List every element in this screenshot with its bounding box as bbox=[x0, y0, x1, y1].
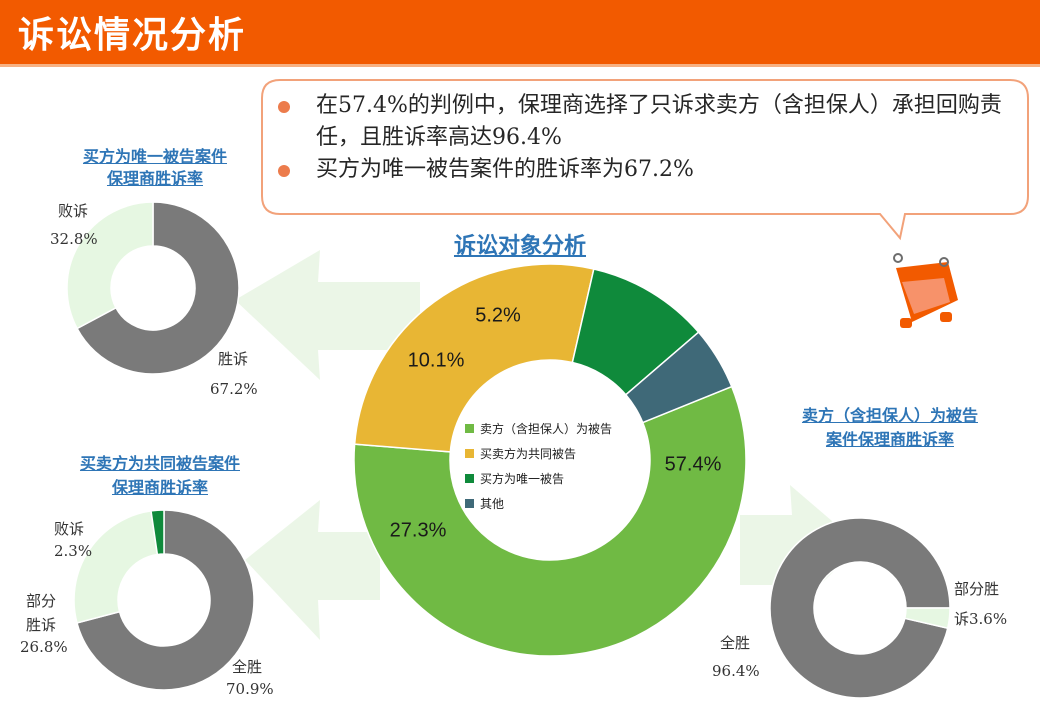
legend-swatch bbox=[465, 499, 474, 508]
callout-bullet: 买方为唯一被告案件的胜诉率为67.2% bbox=[272, 154, 1012, 186]
buyer-chart-title-line: 保理商胜诉率 bbox=[106, 169, 203, 188]
joint-slice-0 bbox=[76, 509, 255, 691]
buyer-chart-title: 买方为唯一被告案件 保理商胜诉率 bbox=[40, 146, 270, 190]
legend-label: 其他 bbox=[480, 497, 505, 511]
header-divider bbox=[0, 64, 1040, 67]
legend-item: 买方为唯一被告 bbox=[465, 466, 612, 491]
callout-bullet-text: 买方为唯一被告案件的胜诉率为67.2% bbox=[316, 157, 694, 182]
joint-label-lose: 败诉 bbox=[54, 520, 85, 538]
joint-chart-title-line: 保理商胜诉率 bbox=[111, 478, 208, 497]
seller-label-win: 全胜 bbox=[720, 634, 751, 652]
joint-value-partial: 26.8% bbox=[20, 638, 68, 656]
seller-chart-title-line: 案件保理商胜诉率 bbox=[825, 430, 954, 449]
legend-item: 卖方（含担保人）为被告 bbox=[465, 416, 612, 441]
main-data-label-joint: 27.3% bbox=[389, 519, 447, 542]
joint-value-win: 70.9% bbox=[226, 680, 274, 698]
main-slice-0 bbox=[353, 385, 747, 657]
joint-label-win: 全胜 bbox=[232, 658, 263, 676]
page-title: 诉讼情况分析 bbox=[18, 14, 247, 56]
seller-label-partial-2: 诉3.6% bbox=[954, 610, 1008, 628]
legend-swatch bbox=[465, 474, 474, 483]
joint-label-partial-1: 部分 bbox=[26, 592, 57, 610]
main-slice-3 bbox=[624, 331, 733, 424]
joint-value-lose: 2.3% bbox=[54, 542, 93, 560]
legend-label: 买方为唯一被告 bbox=[480, 472, 565, 486]
main-slice-1 bbox=[353, 263, 595, 453]
shopping-cart-mascot-icon bbox=[893, 253, 958, 328]
legend-item: 买卖方为共同被告 bbox=[465, 441, 612, 466]
main-chart-title: 诉讼对象分析 bbox=[453, 233, 586, 259]
joint-chart-title: 买卖方为共同被告案件 保理商胜诉率 bbox=[40, 452, 280, 500]
seller-slice-1 bbox=[903, 607, 951, 630]
callout-bubble bbox=[261, 79, 1029, 241]
joint-chart-title-line: 买卖方为共同被告案件 bbox=[79, 454, 240, 473]
legend-swatch bbox=[465, 449, 474, 458]
buyer-label-lose: 败诉 bbox=[58, 202, 89, 220]
arrow-up-left-decoration bbox=[235, 250, 420, 380]
buyer-value-win: 67.2% bbox=[210, 380, 258, 398]
main-data-label-buyer: 10.1% bbox=[407, 349, 465, 372]
legend-label: 卖方（含担保人）为被告 bbox=[480, 422, 613, 436]
joint-slice-1 bbox=[73, 510, 159, 624]
buyer-value-lose: 32.8% bbox=[50, 230, 98, 248]
joint-slice-2 bbox=[150, 509, 165, 556]
legend-swatch bbox=[465, 424, 474, 433]
seller-slice-0 bbox=[769, 517, 951, 699]
seller-label-partial-1: 部分胜 bbox=[954, 580, 1000, 598]
buyer-slice-1 bbox=[66, 201, 154, 330]
buyer-chart-title-line: 买方为唯一被告案件 bbox=[82, 147, 227, 166]
callout-bullet: 在57.4%的判例中，保理商选择了只诉求卖方（含担保人）承担回购责任，且胜诉率高… bbox=[272, 90, 1012, 154]
legend-label: 买卖方为共同被告 bbox=[480, 447, 577, 461]
arrow-down-left-decoration bbox=[245, 500, 380, 640]
legend-item: 其他 bbox=[465, 491, 612, 516]
main-data-label-other: 5.2% bbox=[475, 304, 521, 327]
seller-chart-title: 卖方（含担保人）为被告 案件保理商胜诉率 bbox=[770, 404, 1010, 452]
callout-bullet-text: 在57.4%的判例中，保理商选择了只诉求卖方（含担保人）承担回购责任，且胜诉率高… bbox=[316, 93, 1002, 150]
main-chart-legend: 卖方（含担保人）为被告 买卖方为共同被告 买方为唯一被告 其他 bbox=[465, 416, 612, 516]
joint-label-partial-2: 胜诉 bbox=[26, 616, 57, 634]
main-data-label-seller: 57.4% bbox=[664, 453, 722, 476]
seller-value-win: 96.4% bbox=[712, 662, 760, 680]
bullet-dot-icon bbox=[278, 101, 290, 113]
buyer-slice-0 bbox=[76, 201, 240, 375]
header-bar: 诉讼情况分析 bbox=[0, 0, 1040, 64]
callout-text: 在57.4%的判例中，保理商选择了只诉求卖方（含担保人）承担回购责任，且胜诉率高… bbox=[272, 90, 1012, 186]
seller-chart-title-line: 卖方（含担保人）为被告 bbox=[801, 406, 978, 425]
buyer-label-win: 胜诉 bbox=[218, 350, 249, 368]
bullet-dot-icon bbox=[278, 165, 290, 177]
